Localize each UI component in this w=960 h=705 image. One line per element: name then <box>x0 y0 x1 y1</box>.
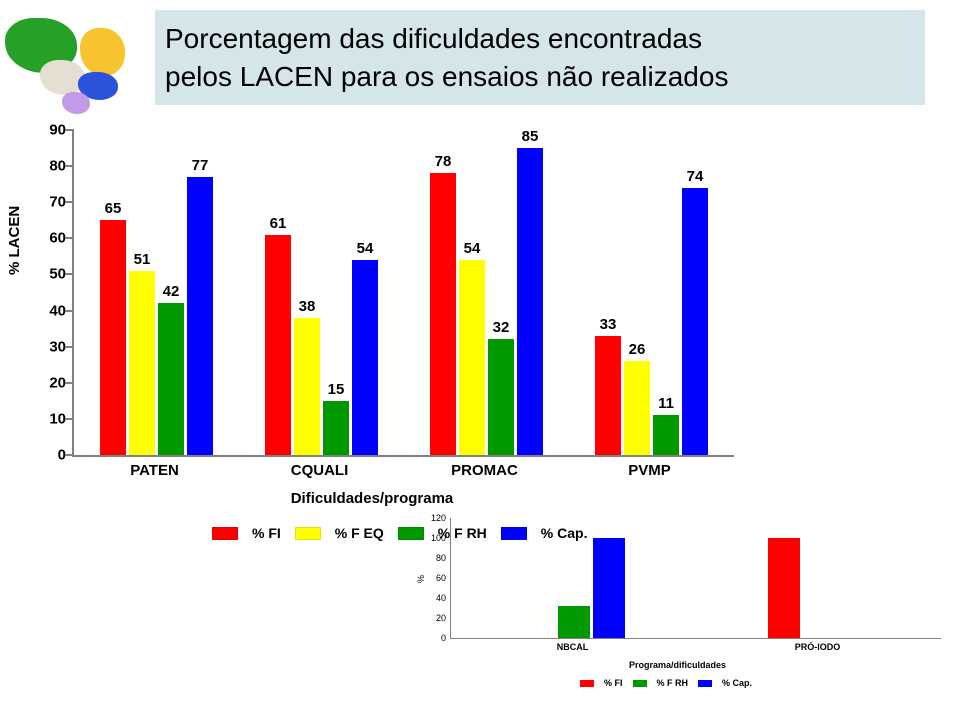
legend-swatch <box>212 527 238 540</box>
main-ytick: 30 <box>42 338 66 355</box>
main-bar <box>129 271 155 455</box>
main-ytick-mark <box>65 382 74 384</box>
main-bar-value: 11 <box>658 395 674 412</box>
main-bar-value: 78 <box>435 153 452 170</box>
main-ytick: 50 <box>42 266 66 283</box>
main-bar <box>682 188 708 455</box>
main-bar-value: 74 <box>687 168 704 185</box>
main-bar-value: 26 <box>629 341 646 358</box>
map-region-sul <box>62 92 90 114</box>
main-bar-value: 65 <box>105 200 122 217</box>
main-ytick: 10 <box>42 410 66 427</box>
title-bar: Porcentagem das dificuldades encontradas… <box>155 10 925 105</box>
main-bar <box>294 318 320 455</box>
legend-label: % F EQ <box>335 525 384 541</box>
main-ytick-mark <box>65 237 74 239</box>
main-bar-value: 61 <box>270 215 287 232</box>
main-bar-value: 54 <box>357 240 374 257</box>
main-bar <box>430 173 456 455</box>
main-ytick-mark <box>65 273 74 275</box>
main-ytick-mark <box>65 454 74 456</box>
map-region-nordeste <box>80 28 125 76</box>
main-ytick: 60 <box>42 230 66 247</box>
sec-bar <box>593 538 625 638</box>
main-plot-area: 65 51 42 77 61 38 15 54 78 54 32 85 33 26 11 74 <box>72 130 734 457</box>
main-xlabel: Dificuldades/programa <box>12 490 732 507</box>
main-ytick: 80 <box>42 158 66 175</box>
main-bar-value: 42 <box>163 283 180 300</box>
main-category-label: PVMP <box>628 462 671 479</box>
sec-ytick: 80 <box>424 553 446 563</box>
main-bar <box>187 177 213 455</box>
legend-swatch <box>295 527 321 540</box>
main-ytick: 0 <box>42 447 66 464</box>
main-ytick-mark <box>65 129 74 131</box>
sec-bar <box>768 538 800 638</box>
main-bar-value: 32 <box>493 319 510 336</box>
title-line-1: Porcentagem das dificuldades encontradas <box>165 20 925 58</box>
main-category-label: CQUALI <box>291 462 349 479</box>
sec-legend-swatch <box>698 680 712 687</box>
main-bar <box>100 220 126 455</box>
sec-legend: % FI % F RH % Cap. <box>580 678 752 688</box>
main-ytick: 20 <box>42 374 66 391</box>
sec-plot-area <box>450 518 941 639</box>
legend-label: % FI <box>252 525 281 541</box>
sec-ytick: 120 <box>424 513 446 523</box>
main-ytick: 40 <box>42 302 66 319</box>
main-bar <box>653 415 679 455</box>
sec-ytick: 20 <box>424 613 446 623</box>
main-bar-value: 85 <box>522 128 539 145</box>
main-ytick-mark <box>65 165 74 167</box>
main-bar-value: 77 <box>192 157 209 174</box>
main-bar <box>265 235 291 455</box>
main-ytick-mark <box>65 201 74 203</box>
main-ylabel: % LACEN <box>6 206 23 275</box>
main-bar <box>158 303 184 455</box>
sec-legend-label: % F RH <box>657 678 689 688</box>
main-category-label: PATEN <box>130 462 179 479</box>
main-bar-value: 38 <box>299 298 316 315</box>
main-bar-value: 54 <box>464 240 481 257</box>
sec-legend-swatch <box>580 680 594 687</box>
sec-category-label: NBCAL <box>557 642 589 652</box>
main-ytick: 70 <box>42 194 66 211</box>
main-bar-value: 33 <box>600 316 617 333</box>
main-ytick-mark <box>65 346 74 348</box>
sec-legend-label: % FI <box>604 678 623 688</box>
sec-bar <box>558 606 590 638</box>
map-region-centro-oeste <box>40 60 85 95</box>
main-bar <box>459 260 485 455</box>
main-bar <box>517 148 543 455</box>
main-chart: % LACEN 65514277613815547854328533261174… <box>12 130 742 565</box>
main-bar <box>352 260 378 455</box>
sec-ytick: 40 <box>424 593 446 603</box>
sec-category-label: PRÓ-IODO <box>795 642 841 652</box>
main-bar <box>624 361 650 455</box>
main-ytick: 90 <box>42 122 66 139</box>
main-bar-value: 51 <box>134 251 151 268</box>
sec-legend-swatch <box>633 680 647 687</box>
brazil-map <box>0 10 145 110</box>
main-category-label: PROMAC <box>451 462 518 479</box>
main-ytick-mark <box>65 310 74 312</box>
main-bar <box>323 401 349 455</box>
main-bar-value: 15 <box>328 381 345 398</box>
main-ytick-mark <box>65 418 74 420</box>
sec-chart: % Programa/dificuldades % FI% F RH% Cap.… <box>420 518 950 703</box>
main-bar <box>488 339 514 455</box>
sec-xlabel: Programa/dificuldades <box>420 660 935 670</box>
sec-ytick: 0 <box>424 633 446 643</box>
main-bar <box>595 336 621 455</box>
sec-ytick: 60 <box>424 573 446 583</box>
sec-ytick: 100 <box>424 533 446 543</box>
sec-legend-label: % Cap. <box>722 678 752 688</box>
title-line-2: pelos LACEN para os ensaios não realizad… <box>165 58 925 96</box>
